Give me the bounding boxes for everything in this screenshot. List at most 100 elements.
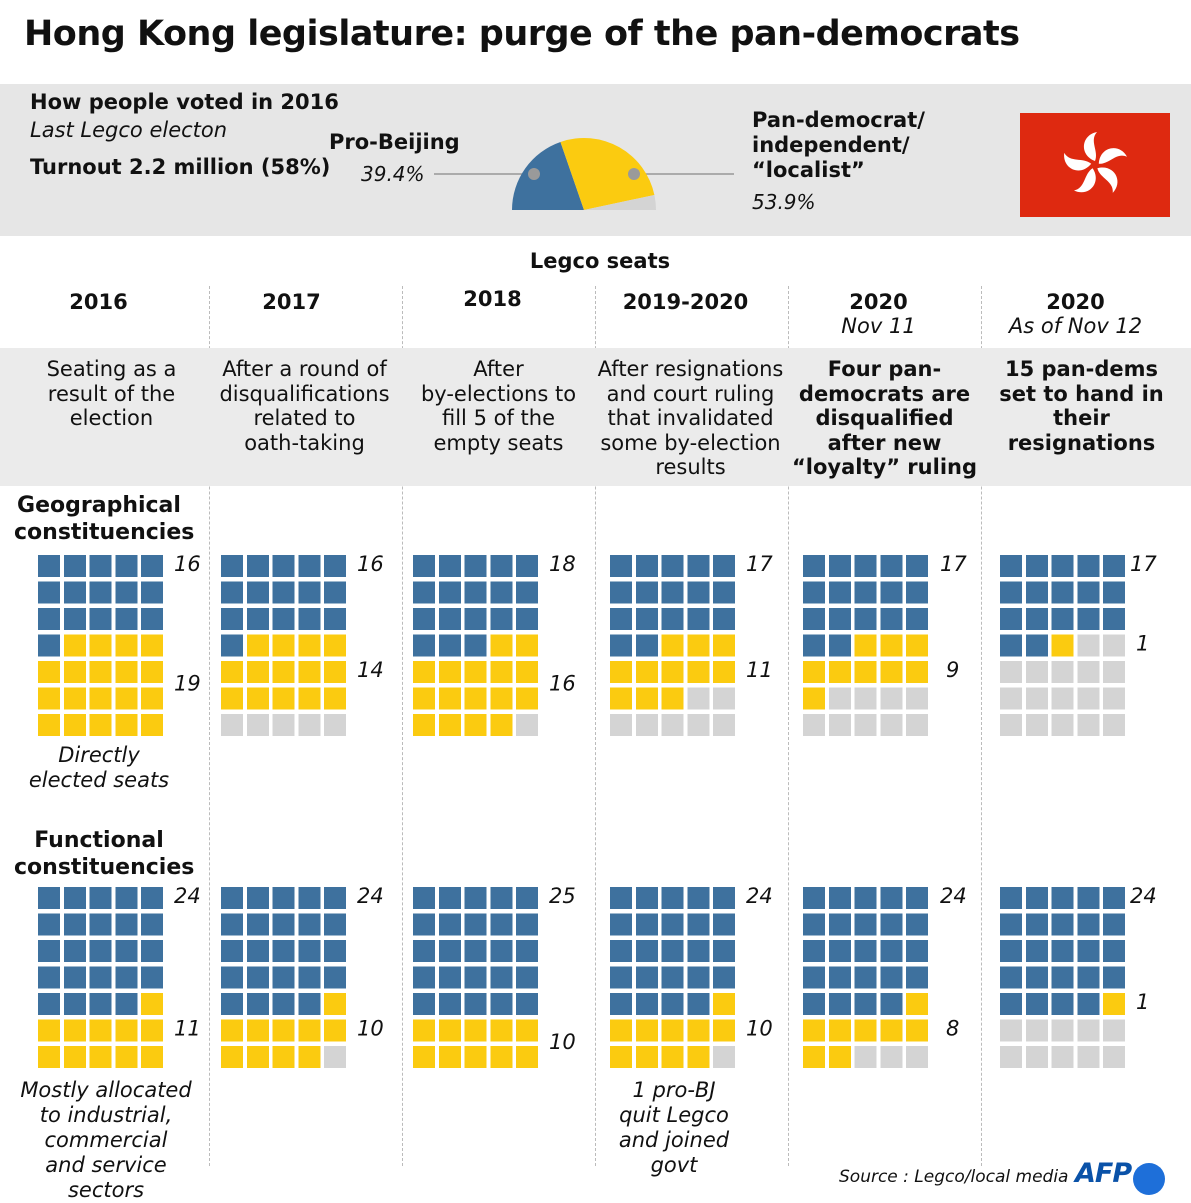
func-empty-seat xyxy=(1077,1019,1100,1042)
geo-pro-beijing-seat xyxy=(635,634,658,657)
geo-pan-democrat-seat xyxy=(635,687,658,710)
geo-pan-democrat-seat xyxy=(610,687,632,710)
geo-empty-seat xyxy=(221,714,243,736)
geo-empty-seat xyxy=(854,687,877,710)
geo-pro-beijing-seat xyxy=(610,634,632,657)
geo-pro-beijing-seat xyxy=(1103,608,1126,630)
geo-pan-democrat-seat xyxy=(828,661,851,683)
geo-pan-democrat-seat xyxy=(89,661,112,683)
geo-pro-beijing-seat xyxy=(464,581,487,604)
afp-logo-text: AFP xyxy=(1075,1158,1132,1189)
geo-pro-beijing-seat xyxy=(880,581,903,604)
func-pan-democrat-count: 1 xyxy=(1136,990,1149,1014)
geo-pro-beijing-seat xyxy=(1000,608,1022,630)
geo-pro-beijing-seat xyxy=(828,634,851,657)
geo-pro-beijing-seat xyxy=(89,581,112,604)
func-pro-beijing-seat xyxy=(828,913,851,936)
pan-leader-dot xyxy=(628,168,640,180)
geo-pro-beijing-seat xyxy=(1025,634,1048,657)
geo-pan-democrat-seat xyxy=(713,661,736,683)
geo-pan-democrat-seat xyxy=(89,687,112,710)
func-pro-beijing-seat xyxy=(490,993,513,1015)
func-pro-beijing-seat xyxy=(438,966,461,989)
geo-pan-democrat-count: 16 xyxy=(549,671,576,695)
geo-pan-democrat-seat xyxy=(115,714,138,736)
func-pro-beijing-seat xyxy=(1103,966,1126,989)
func-pan-democrat-seat xyxy=(516,1019,539,1042)
geo-pan-democrat-seat xyxy=(246,661,269,683)
func-pro-beijing-seat xyxy=(464,966,487,989)
geo-pro-beijing-seat xyxy=(906,581,929,604)
geo-pro-beijing-seat xyxy=(880,608,903,630)
geo-pro-beijing-seat xyxy=(713,581,736,604)
func-pan-democrat-seat xyxy=(803,1046,825,1068)
geo-pan-democrat-seat xyxy=(413,687,435,710)
geo-empty-seat xyxy=(1025,661,1048,683)
func-pro-beijing-seat xyxy=(246,993,269,1015)
geo-pro-beijing-seat xyxy=(141,581,164,604)
geo-pan-democrat-seat xyxy=(880,661,903,683)
func-pro-beijing-seat xyxy=(1077,966,1100,989)
geo-pro-beijing-seat xyxy=(713,555,736,577)
func-pan-democrat-seat xyxy=(221,1046,243,1068)
pan-label-line1: Pan-democrat/ xyxy=(752,108,925,132)
geo-pro-beijing-seat xyxy=(1025,555,1048,577)
geo-empty-seat xyxy=(1103,714,1126,736)
geo-pan-democrat-seat xyxy=(89,634,112,657)
func-empty-seat xyxy=(1000,1046,1022,1068)
column-description: After a round of disqualifications related… xyxy=(219,357,390,455)
func-pro-beijing-seat xyxy=(413,966,435,989)
func-pro-beijing-seat xyxy=(880,913,903,936)
column-divider xyxy=(402,286,403,1166)
pie-slice-pro-beijing xyxy=(512,141,584,210)
func-pro-beijing-seat xyxy=(828,966,851,989)
geo-pro-beijing-seat xyxy=(854,581,877,604)
func-pan-democrat-seat xyxy=(906,993,929,1015)
geo-pro-beijing-seat xyxy=(324,581,347,604)
func-pro-beijing-seat xyxy=(63,940,86,962)
func-pro-beijing-seat xyxy=(687,887,710,909)
func-pan-democrat-seat xyxy=(38,1019,60,1042)
geo-pro-beijing-count: 16 xyxy=(357,552,384,576)
geo-pro-beijing-seat xyxy=(221,555,243,577)
geographical-section-title: Geographical constituencies xyxy=(14,493,195,545)
column-subheader: As of Nov 12 xyxy=(1008,314,1143,338)
geo-empty-seat xyxy=(1051,661,1074,683)
func-pan-democrat-seat xyxy=(906,1019,929,1042)
func-pro-beijing-seat xyxy=(610,940,632,962)
column-description: After resignations and court ruling that i… xyxy=(597,357,784,479)
geo-pro-beijing-seat xyxy=(610,608,632,630)
geo-pan-democrat-seat xyxy=(115,661,138,683)
func-pro-beijing-seat xyxy=(324,966,347,989)
geo-empty-seat xyxy=(687,714,710,736)
func-pro-beijing-seat xyxy=(221,966,243,989)
func-pro-beijing-seat xyxy=(635,993,658,1015)
geo-empty-seat xyxy=(854,714,877,736)
geo-pan-democrat-seat xyxy=(490,714,513,736)
func-pro-beijing-seat xyxy=(687,993,710,1015)
func-pro-beijing-seat xyxy=(272,966,295,989)
geo-pan-democrat-seat xyxy=(490,687,513,710)
geo-pro-beijing-seat xyxy=(1051,581,1074,604)
func-pan-democrat-seat xyxy=(141,993,164,1015)
func-pro-beijing-seat xyxy=(89,940,112,962)
func-pan-democrat-seat xyxy=(490,1019,513,1042)
geo-pro-beijing-seat xyxy=(38,608,60,630)
geo-pan-democrat-seat xyxy=(661,687,684,710)
geo-pan-democrat-seat xyxy=(141,634,164,657)
func-pan-democrat-seat xyxy=(1103,993,1126,1015)
func-pan-democrat-count: 10 xyxy=(357,1017,384,1041)
geo-pan-democrat-seat xyxy=(63,661,86,683)
geo-pan-democrat-seat xyxy=(115,634,138,657)
geo-pro-beijing-seat xyxy=(1000,581,1022,604)
func-empty-seat xyxy=(1025,1046,1048,1068)
geo-pro-beijing-seat xyxy=(854,555,877,577)
func-pro-beijing-seat xyxy=(298,940,321,962)
geo-pro-beijing-seat xyxy=(661,608,684,630)
geo-pro-beijing-seat xyxy=(464,555,487,577)
func-pan-democrat-seat xyxy=(413,1046,435,1068)
geo-pro-beijing-seat xyxy=(854,608,877,630)
func-pro-beijing-seat xyxy=(635,887,658,909)
geo-pro-beijing-seat xyxy=(906,608,929,630)
